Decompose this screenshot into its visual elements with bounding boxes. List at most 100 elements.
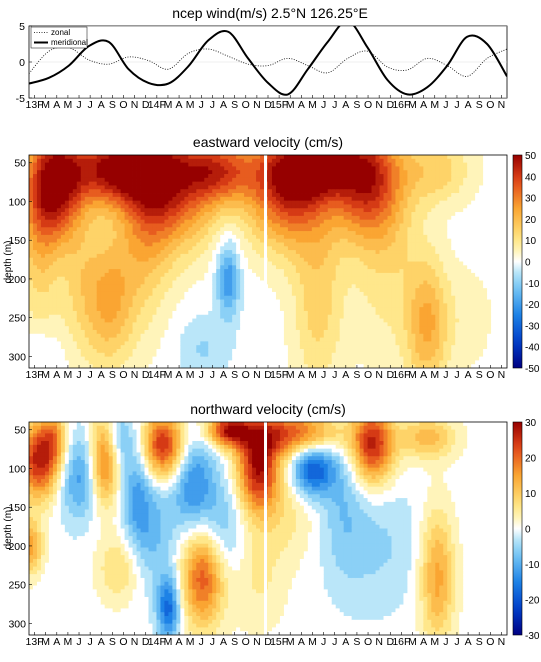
eastward-cell: [69, 292, 73, 296]
eastward-cell: [37, 174, 41, 178]
eastward-cell: [73, 319, 77, 323]
eastward-cell: [137, 216, 141, 220]
eastward-cell: [252, 345, 256, 349]
eastward-cell: [37, 277, 41, 281]
eastward-cell: [200, 330, 204, 334]
eastward-cell: [300, 246, 304, 250]
eastward-cell: [168, 182, 172, 186]
eastward-cell: [184, 155, 188, 159]
eastward-cell: [232, 322, 236, 326]
eastward-cell: [260, 315, 264, 319]
eastward-cell: [284, 201, 288, 205]
eastward-cell: [276, 322, 280, 326]
eastward-cell: [137, 345, 141, 349]
eastward-cell: [89, 189, 93, 193]
eastward-cell: [93, 170, 97, 174]
eastward-cell: [149, 357, 153, 361]
eastward-cell: [125, 242, 129, 246]
eastward-cell: [137, 273, 141, 277]
eastward-cell: [280, 288, 284, 292]
eastward-cell: [364, 322, 368, 326]
eastward-cell: [360, 212, 364, 216]
eastward-cell: [69, 159, 73, 163]
eastward-cell: [240, 262, 244, 266]
eastward-cell: [145, 223, 149, 227]
eastward-cell: [45, 242, 49, 246]
eastward-cell: [324, 322, 328, 326]
eastward-cell: [141, 216, 145, 220]
eastward-cell: [29, 319, 33, 323]
eastward-cell: [304, 170, 308, 174]
eastward-cell: [276, 296, 280, 300]
eastward-cell: [125, 227, 129, 231]
eastward-cell: [117, 300, 121, 304]
eastward-cell: [256, 178, 260, 182]
eastward-cell: [33, 189, 37, 193]
eastward-cell: [204, 246, 208, 250]
eastward-cell: [212, 242, 216, 246]
eastward-cell: [240, 349, 244, 353]
eastward-cell: [192, 300, 196, 304]
wind-legend: zonal meridional: [31, 27, 88, 48]
eastward-cell: [292, 353, 296, 357]
eastward-cell: [300, 216, 304, 220]
eastward-cell: [97, 296, 101, 300]
eastward-cell: [332, 300, 336, 304]
eastward-cell: [316, 159, 320, 163]
eastward-cell: [69, 235, 73, 239]
eastward-cell: [276, 262, 280, 266]
eastward-cell: [212, 166, 216, 170]
eastward-cell: [65, 227, 69, 231]
eastward-cell: [320, 330, 324, 334]
eastward-cell: [152, 212, 156, 216]
eastward-cell: [172, 338, 176, 342]
eastward-cell: [356, 212, 360, 216]
eastward-cell: [145, 360, 149, 364]
eastward-cell: [29, 311, 33, 315]
eastward-cell: [129, 220, 133, 224]
eastward-cell: [137, 284, 141, 288]
eastward-cell: [152, 265, 156, 269]
eastward-cell: [180, 246, 184, 250]
eastward-cell: [372, 326, 376, 330]
eastward-cell: [204, 185, 208, 189]
eastward-cell: [200, 288, 204, 292]
eastward-cell: [208, 338, 212, 342]
eastward-cell: [320, 185, 324, 189]
eastward-cell: [284, 292, 288, 296]
eastward-cell: [304, 246, 308, 250]
eastward-cell: [81, 170, 85, 174]
eastward-cell: [324, 216, 328, 220]
eastward-cell: [280, 239, 284, 243]
eastward-cell: [276, 201, 280, 205]
eastward-cell: [89, 227, 93, 231]
eastward-cell: [133, 166, 137, 170]
eastward-cell: [348, 281, 352, 285]
eastward-cell: [336, 277, 340, 281]
eastward-cell: [85, 322, 89, 326]
eastward-cell: [216, 284, 220, 288]
eastward-cell: [300, 292, 304, 296]
eastward-cell: [145, 185, 149, 189]
eastward-cell: [81, 311, 85, 315]
eastward-cell: [49, 292, 53, 296]
eastward-cell: [316, 284, 320, 288]
eastward-cell: [152, 227, 156, 231]
eastward-cell: [37, 189, 41, 193]
eastward-cell: [113, 360, 117, 364]
eastward-cell: [292, 262, 296, 266]
eastward-cell: [204, 307, 208, 311]
eastward-cell: [188, 242, 192, 246]
eastward-cell: [113, 174, 117, 178]
eastward-cell: [149, 326, 153, 330]
eastward-cell: [97, 288, 101, 292]
eastward-cell: [69, 357, 73, 361]
eastward-cell: [93, 185, 97, 189]
eastward-cell: [145, 322, 149, 326]
eastward-cell: [133, 322, 137, 326]
eastward-cell: [284, 357, 288, 361]
eastward-cell: [308, 193, 312, 197]
eastward-cell: [49, 258, 53, 262]
eastward-cell: [29, 197, 33, 201]
eastward-cell: [288, 277, 292, 281]
